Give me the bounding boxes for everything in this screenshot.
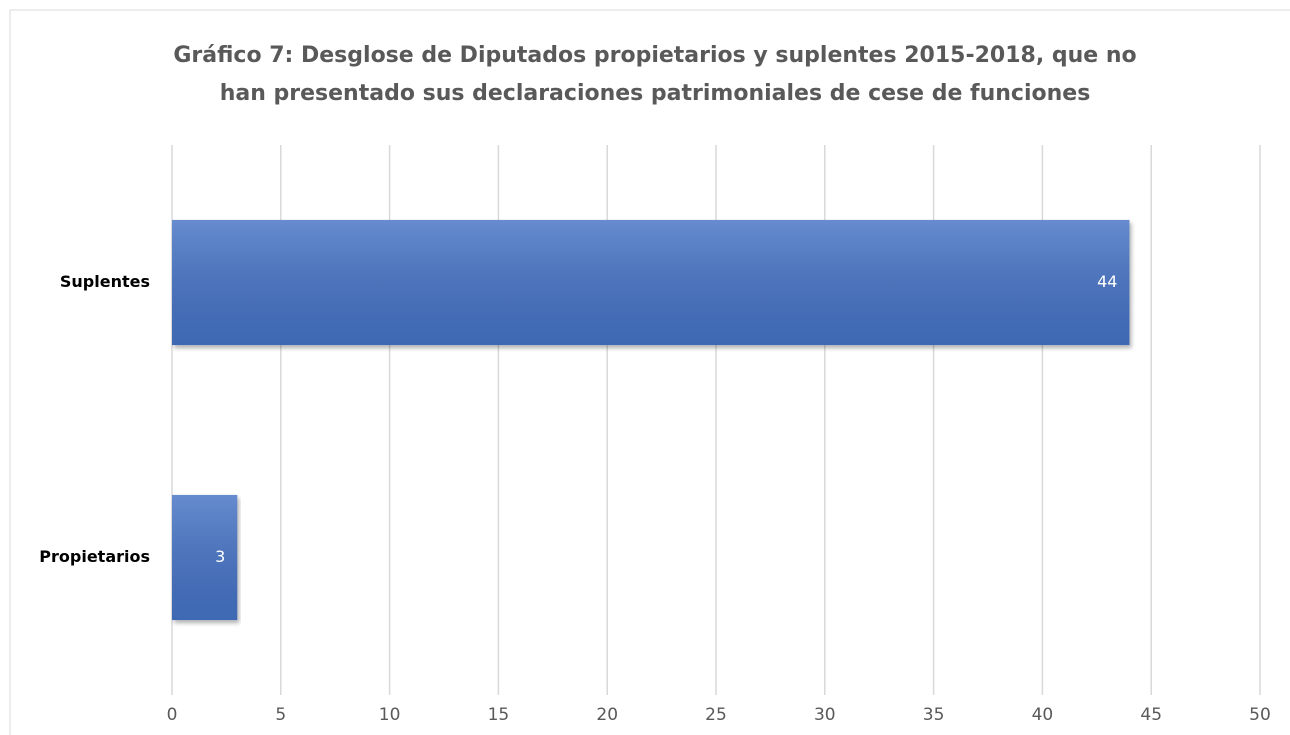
chart-title: han presentado sus declaraciones patrimo…	[220, 81, 1091, 106]
x-tick-label: 35	[923, 705, 945, 725]
x-tick-label: 20	[596, 705, 618, 725]
y-tick-label: Suplentes	[60, 272, 150, 291]
x-tick-label: 50	[1249, 705, 1271, 725]
x-tick-label: 0	[167, 705, 178, 725]
bar-shade	[172, 494, 238, 621]
x-tick-label: 5	[275, 705, 286, 725]
x-tick-label: 45	[1140, 705, 1162, 725]
x-tick-label: 10	[379, 705, 401, 725]
data-label: 44	[1097, 272, 1117, 291]
y-tick-label: Propietarios	[39, 547, 150, 566]
x-tick-label: 25	[705, 705, 727, 725]
chart-title: Gráfico 7: Desglose de Diputados propiet…	[173, 43, 1136, 68]
x-tick-label: 40	[1032, 705, 1054, 725]
chart-frame	[9, 9, 1290, 735]
x-tick-label: 15	[488, 705, 510, 725]
data-label: 3	[215, 547, 225, 566]
x-tick-label: 30	[814, 705, 836, 725]
bar-shade	[172, 219, 1130, 346]
